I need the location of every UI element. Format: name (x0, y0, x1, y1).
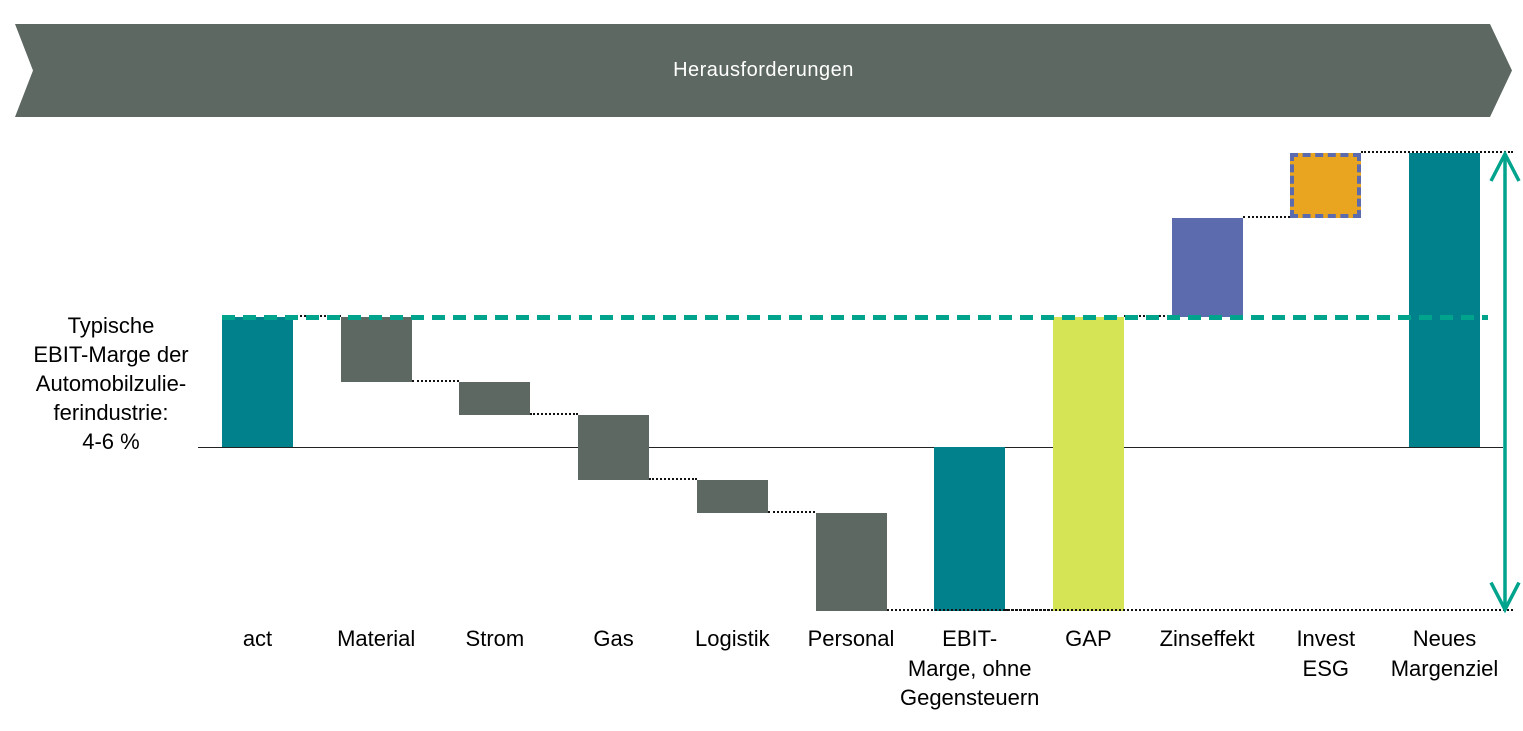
banner-title: Herausforderungen (673, 59, 854, 81)
category-label-logistik: Logistik (695, 626, 770, 651)
bar-act (222, 317, 293, 447)
connector-dotted-line (886, 608, 1513, 611)
bar-neues-margenziel (1409, 153, 1480, 447)
category-label-neues-margenziel: Neues Margenziel (1390, 626, 1499, 681)
category-label-material: Material (337, 626, 416, 651)
category-label-zinseffekt: Zinseffekt (1159, 626, 1255, 651)
connector-dotted-line (530, 412, 579, 415)
category-label-gap: GAP (1065, 626, 1112, 651)
connector-dotted-line (1242, 216, 1291, 219)
connector-dotted-line (411, 380, 460, 382)
y-axis-annotation: Typische EBIT-Marge der Automobilzulie- … (33, 313, 189, 454)
category-label-gas: Gas (593, 626, 634, 651)
connector-dotted-line (1005, 608, 1053, 611)
category-label-act: act (242, 626, 273, 651)
category-label-invest-esg: Invest ESG (1296, 626, 1356, 681)
bar-strom (459, 382, 531, 415)
bar-gap (1052, 317, 1124, 611)
connector-dotted-line (1361, 151, 1513, 154)
bar-ebit-marge-ohne-gegensteuern (934, 447, 1006, 611)
ebit-reference-dashed-line (222, 315, 1488, 320)
connector-dotted-line (767, 511, 816, 514)
bar-invest-esg (1290, 153, 1362, 219)
zero-axis-line (198, 447, 1503, 448)
bar-logistik (696, 479, 768, 514)
category-label-ebit-marge-ohne-gegensteuern: EBIT- Marge, ohne Gegensteuern (899, 626, 1040, 710)
category-label-personal: Personal (807, 626, 895, 651)
bar-personal (815, 513, 887, 611)
bar-material (340, 317, 412, 382)
category-label-strom: Strom (465, 626, 525, 651)
bar-zinseffekt (1171, 218, 1243, 317)
bar-gas (578, 414, 650, 480)
banner-chevron: Herausforderungen (15, 24, 1512, 117)
margin-span-arrow-icon (1489, 150, 1521, 614)
connector-dotted-line (649, 477, 697, 480)
